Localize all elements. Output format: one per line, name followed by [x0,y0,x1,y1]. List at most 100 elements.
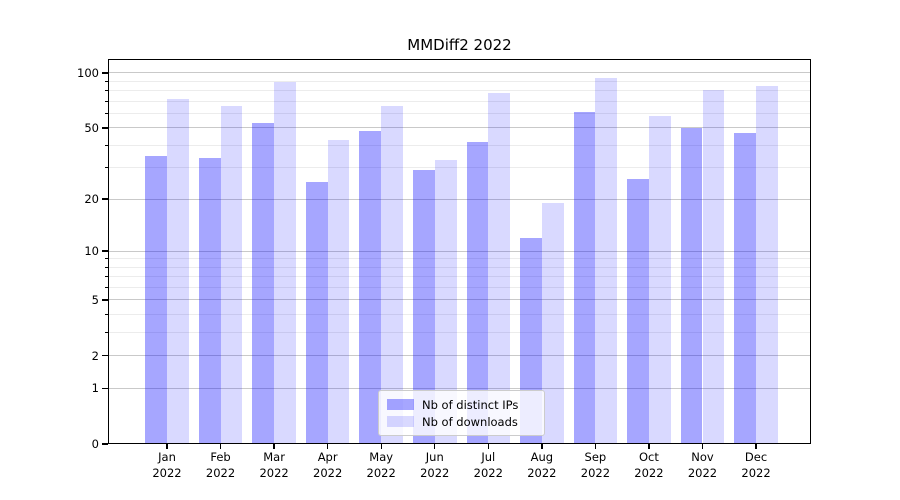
bar-distinct-ips-may [359,131,382,444]
gridline-minor [108,266,811,268]
gridline-minor [108,314,811,316]
x-tick-label-jan: Jan 2022 [139,450,195,481]
x-tick-mark [326,444,329,449]
bar-downloads-nov [702,89,725,444]
y-minor-tick-mark [104,266,108,268]
y-tick-mark [102,72,108,74]
x-tick-label-mar: Mar 2022 [246,450,302,481]
x-tick-mark [487,444,489,449]
legend-entry-downloads: Nb of downloads [387,416,536,428]
chart-title: MMDiff2 2022 [407,36,512,54]
bar-downloads-jun [434,160,457,444]
bar-downloads-apr [327,139,350,444]
x-tick-mark [701,444,704,449]
x-tick-label-nov: Nov 2022 [675,450,731,481]
y-tick-mark [102,387,108,389]
y-tick-label: 10 [84,244,99,259]
bar-downloads-sep [595,77,618,444]
bar-distinct-ips-apr [305,181,328,444]
y-tick-mark [102,443,108,445]
y-minor-tick-mark [104,287,108,288]
x-tick-mark [648,444,650,449]
y-minor-tick-mark [104,90,108,92]
y-minor-tick-mark [104,258,108,260]
x-tick-label-aug: Aug 2022 [514,450,570,481]
x-tick-year: 2022 [259,465,289,480]
x-tick-mark [541,444,543,449]
x-tick-mark [219,444,222,449]
gridline-major [108,198,811,200]
bar-downloads-may [381,105,403,444]
x-tick-label-sep: Sep 2022 [567,450,623,481]
bar-distinct-ips-nov [680,127,703,444]
gridline-minor [108,332,811,334]
y-tick-label: 1 [91,381,99,396]
x-tick-year: 2022 [205,465,236,480]
y-tick-mark [102,354,108,357]
gridline-minor [108,112,811,114]
bar-downloads-aug [541,203,564,444]
x-tick-mark [434,444,436,449]
bar-distinct-ips-jun [412,170,435,444]
y-minor-tick-mark [104,144,108,146]
bar-distinct-ips-mar [252,123,275,444]
x-tick-year: 2022 [741,465,771,480]
y-tick-mark [102,127,108,129]
y-tick-label: 5 [91,292,99,307]
gridline-major [108,250,811,252]
bar-distinct-ips-jan [145,155,167,444]
y-minor-tick-mark [104,314,108,316]
legend-swatch-distinct-ips [387,399,414,410]
gridline-major [108,127,811,129]
x-tick-year: 2022 [473,465,503,480]
legend-label-downloads: Nb of downloads [422,414,518,429]
y-tick-mark [102,299,108,301]
bar-downloads-mar [274,82,296,444]
x-tick-year: 2022 [634,465,664,480]
legend-box: Nb of distinct IPs Nb of downloads [378,390,545,436]
x-tick-label-oct: Oct 2022 [621,450,677,481]
bar-downloads-jul [488,92,511,444]
y-tick-label: 50 [84,120,99,135]
x-tick-year: 2022 [313,465,343,480]
y-tick-mark [102,250,108,252]
bar-downloads-dec [756,85,778,444]
bar-downloads-jan [167,98,189,444]
x-tick-year: 2022 [420,465,450,480]
bar-distinct-ips-feb [198,158,221,444]
y-minor-tick-mark [104,332,108,334]
gridline-major [108,299,811,301]
gridline-minor [108,276,811,278]
y-tick-mark [102,198,108,200]
x-tick-mark [594,444,597,449]
x-tick-label-jul: Jul 2022 [460,450,516,481]
gridline-major [108,387,811,389]
y-tick-label: 100 [77,65,99,80]
gridline-minor [108,80,811,82]
gridline-minor [108,287,811,288]
legend-label-distinct-ips: Nb of distinct IPs [422,397,519,412]
bar-distinct-ips-oct [627,178,649,444]
x-tick-year: 2022 [687,465,718,480]
x-tick-year: 2022 [527,465,557,480]
x-tick-mark [273,444,275,449]
gridline-minor [108,144,811,146]
gridline-major [108,72,811,74]
x-tick-label-feb: Feb 2022 [193,450,249,481]
gridline-major [108,355,811,357]
x-tick-mark [755,444,757,449]
bar-distinct-ips-sep [573,112,596,444]
x-tick-year: 2022 [366,465,396,480]
x-tick-year: 2022 [580,465,611,480]
y-minor-tick-mark [104,276,108,278]
y-tick-label: 0 [91,437,99,451]
y-tick-label: 20 [84,192,99,207]
x-tick-label-jun: Jun 2022 [407,450,463,481]
x-tick-mark [380,444,382,449]
x-tick-year: 2022 [152,465,182,480]
x-tick-label-apr: Apr 2022 [300,450,356,481]
y-tick-label: 2 [91,348,99,363]
bar-downloads-oct [648,116,671,444]
x-tick-mark [166,444,168,449]
